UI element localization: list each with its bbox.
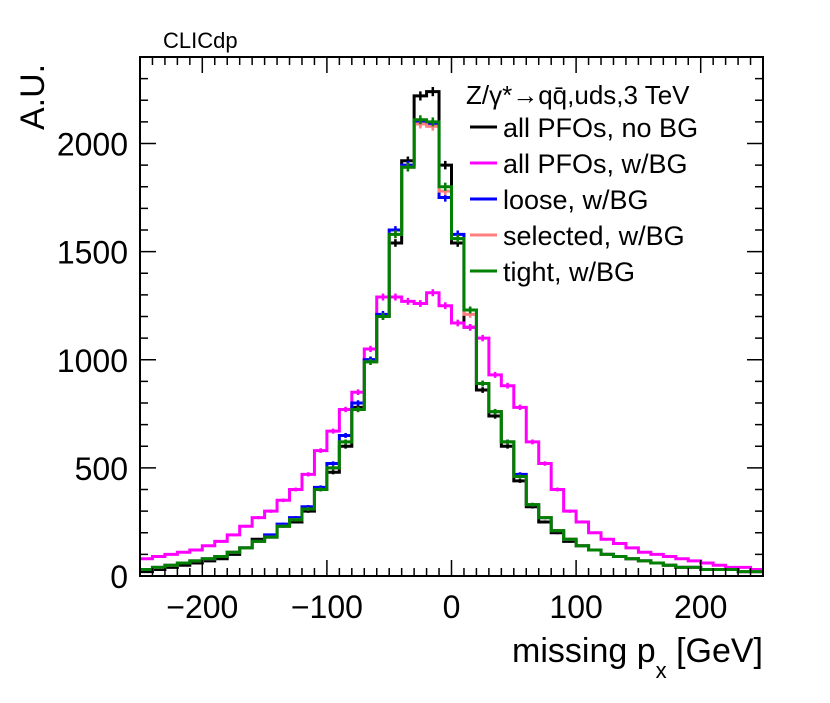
legend-entry-5: tight, w/BG xyxy=(470,257,635,287)
y-tick-label: 1000 xyxy=(57,343,128,379)
legend-header: Z/γ*→qq̄,uds,3 TeV xyxy=(466,80,690,110)
series-line-2 xyxy=(140,291,763,572)
x-tick-label: 200 xyxy=(674,589,727,625)
legend-label: tight, w/BG xyxy=(503,257,635,287)
y-tick-label: 0 xyxy=(110,559,128,595)
x-axis-title-unit: [GeV] xyxy=(667,632,763,670)
legend-label: selected, w/BG xyxy=(503,221,685,251)
x-axis-title: missing px [GeV] xyxy=(512,632,763,683)
legend-entry-3: loose, w/BG xyxy=(470,185,649,215)
series-layer xyxy=(140,86,763,574)
x-tick-label: 0 xyxy=(443,589,461,625)
x-tick-label: −200 xyxy=(166,589,238,625)
legend-entries: all PFOs, no BG all PFOs, w/BG loose, w/BG… xyxy=(470,113,698,287)
y-tick-label: 500 xyxy=(75,451,128,487)
y-axis-title: A.U. xyxy=(14,64,52,130)
x-axis-title-sub: x xyxy=(656,658,667,683)
legend-label: all PFOs, w/BG xyxy=(503,149,688,179)
x-axis-title-main: missing p xyxy=(512,632,656,670)
x-tick-label: 100 xyxy=(549,589,602,625)
legend-entry-1: all PFOs, no BG xyxy=(470,113,698,143)
x-tick-label: −100 xyxy=(291,589,363,625)
legend-entry-4: selected, w/BG xyxy=(470,221,685,251)
experiment-label: CLICdp xyxy=(163,28,238,53)
y-tick-label: 1500 xyxy=(57,235,128,271)
series-5 xyxy=(140,115,763,574)
series-line-5 xyxy=(140,118,763,574)
legend-label: loose, w/BG xyxy=(503,185,649,215)
y-tick-label: 2000 xyxy=(57,127,128,163)
series-2 xyxy=(140,289,763,572)
legend-label: all PFOs, no BG xyxy=(503,113,698,143)
legend-entry-2: all PFOs, w/BG xyxy=(470,149,688,179)
